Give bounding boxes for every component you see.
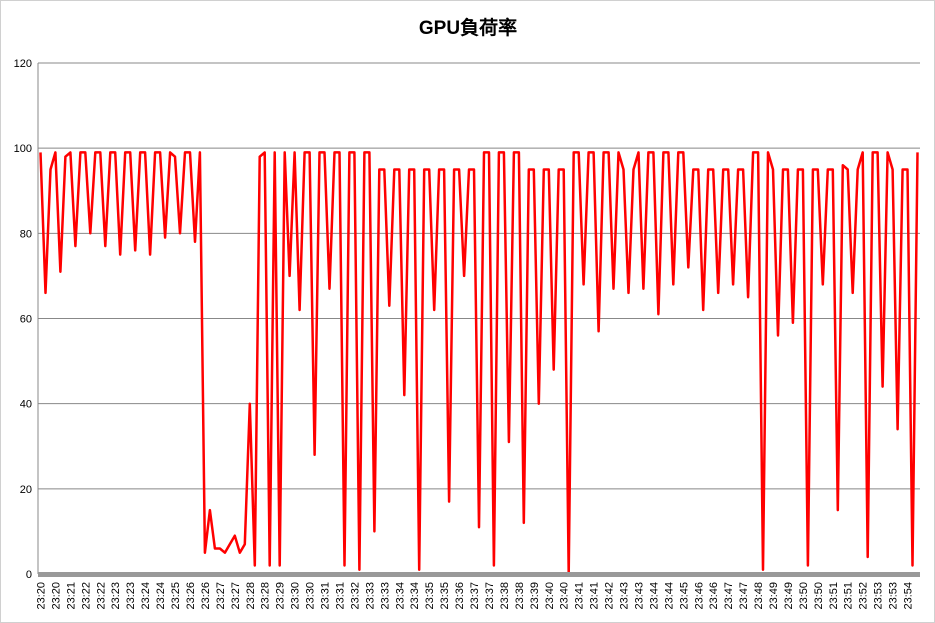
x-tick-label: 23:52 (858, 582, 870, 610)
y-tick-label: 60 (20, 314, 32, 326)
x-tick-label: 23:36 (454, 582, 466, 610)
x-tick-label: 23:39 (529, 582, 541, 610)
x-tick-label: 23:24 (155, 582, 167, 610)
x-tick-label: 23:22 (95, 582, 107, 610)
chart-title: GPU負荷率 (419, 16, 517, 39)
x-tick-label: 23:34 (394, 582, 406, 610)
x-tick-label: 23:49 (768, 582, 780, 610)
x-tick-label: 23:40 (559, 582, 571, 610)
y-tick-label: 40 (20, 399, 32, 411)
x-tick-label: 23:41 (589, 582, 601, 610)
x-tick-label: 23:40 (544, 582, 556, 610)
x-tick-label: 23:47 (738, 582, 750, 610)
x-tick-label: 23:43 (619, 582, 631, 610)
x-tick-label: 23:27 (230, 582, 242, 610)
x-tick-label: 23:46 (708, 582, 720, 610)
x-tick-label: 23:33 (364, 582, 376, 610)
x-tick-label: 23:30 (305, 582, 317, 610)
x-tick-label: 23:22 (80, 582, 92, 610)
x-tick-label: 23:37 (484, 582, 496, 610)
x-tick-label: 23:47 (723, 582, 735, 610)
data-line (39, 151, 919, 576)
x-tick-label: 23:28 (245, 582, 257, 610)
y-tick-label: 80 (20, 228, 32, 240)
x-tick-label: 23:38 (514, 582, 526, 610)
y-tick-label: 100 (14, 143, 32, 155)
x-tick-label: 23:37 (469, 582, 481, 610)
x-tick-label: 23:32 (349, 582, 361, 610)
x-tick-label: 23:31 (320, 582, 332, 610)
x-tick-label: 23:34 (409, 582, 421, 610)
x-tick-label: 23:23 (110, 582, 122, 610)
x-tick-label: 23:50 (813, 582, 825, 610)
y-tick-label: 120 (14, 58, 32, 70)
x-tick-label: 23:38 (499, 582, 511, 610)
x-tick-label: 23:30 (290, 582, 302, 610)
x-tick-label: 23:48 (753, 582, 765, 610)
x-tick-label: 23:21 (65, 582, 77, 610)
x-tick-label: 23:53 (888, 582, 900, 610)
x-tick-label: 23:50 (798, 582, 810, 610)
x-tick-label: 23:44 (663, 582, 675, 610)
x-tick-label: 23:24 (140, 582, 152, 610)
x-tick-label: 23:41 (574, 582, 586, 610)
x-tick-label: 23:51 (828, 582, 840, 610)
x-tick-label: 23:43 (633, 582, 645, 610)
x-tick-label: 23:35 (439, 582, 451, 610)
x-tick-label: 23:25 (170, 582, 182, 610)
x-tick-label: 23:20 (50, 582, 62, 610)
x-tick-label: 23:44 (648, 582, 660, 610)
y-tick-label: 20 (20, 484, 32, 496)
x-tick-label: 23:23 (125, 582, 137, 610)
x-tick-label: 23:54 (903, 582, 915, 610)
x-tick-label: 23:51 (843, 582, 855, 610)
x-tick-label: 23:45 (678, 582, 690, 610)
x-tick-label: 23:35 (424, 582, 436, 610)
x-axis (38, 572, 920, 577)
x-tick-label: 23:20 (35, 582, 47, 610)
x-tick-label: 23:42 (604, 582, 616, 610)
x-tick-label: 23:33 (379, 582, 391, 610)
x-tick-label: 23:29 (275, 582, 287, 610)
x-tick-label: 23:26 (200, 582, 212, 610)
x-tick-label: 23:46 (693, 582, 705, 610)
x-tick-label: 23:49 (783, 582, 795, 610)
x-tick-label: 23:27 (215, 582, 227, 610)
x-tick-label: 23:26 (185, 582, 197, 610)
x-tick-label: 23:31 (334, 582, 346, 610)
x-tick-label: 23:53 (873, 582, 885, 610)
x-tick-label: 23:28 (260, 582, 272, 610)
y-tick-label: 0 (26, 569, 32, 581)
